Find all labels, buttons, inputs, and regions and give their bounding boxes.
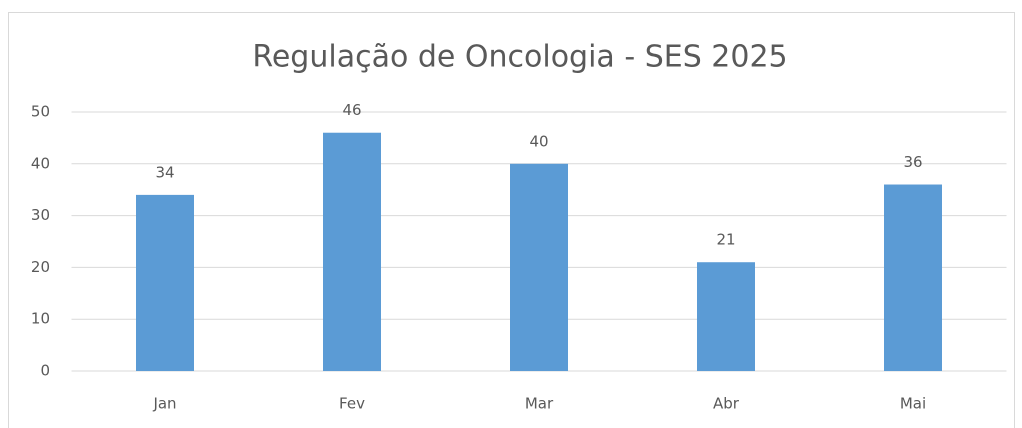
bar [697,262,755,371]
chart-title: Regulação de Oncologia - SES 2025 [252,40,787,75]
bar [510,163,568,371]
bar [323,132,381,371]
y-tick-label: 40 [31,154,50,172]
x-tick-label: Mar [525,395,554,413]
x-tick-label: Fev [339,395,365,413]
bar [884,184,942,371]
data-label: 21 [716,231,735,249]
data-label: 34 [155,163,174,181]
y-tick-label: 50 [31,103,50,121]
y-tick-label: 30 [31,206,50,224]
x-tick-label: Jan [152,395,176,413]
data-label: 40 [529,132,548,150]
data-label: 46 [342,101,361,119]
y-tick-label: 10 [31,310,50,328]
y-tick-label: 0 [40,362,50,380]
y-tick-label: 20 [31,258,50,276]
x-tick-label: Abr [713,395,740,413]
bar [136,194,194,371]
data-label: 36 [903,153,922,171]
x-tick-label: Mai [900,395,926,413]
